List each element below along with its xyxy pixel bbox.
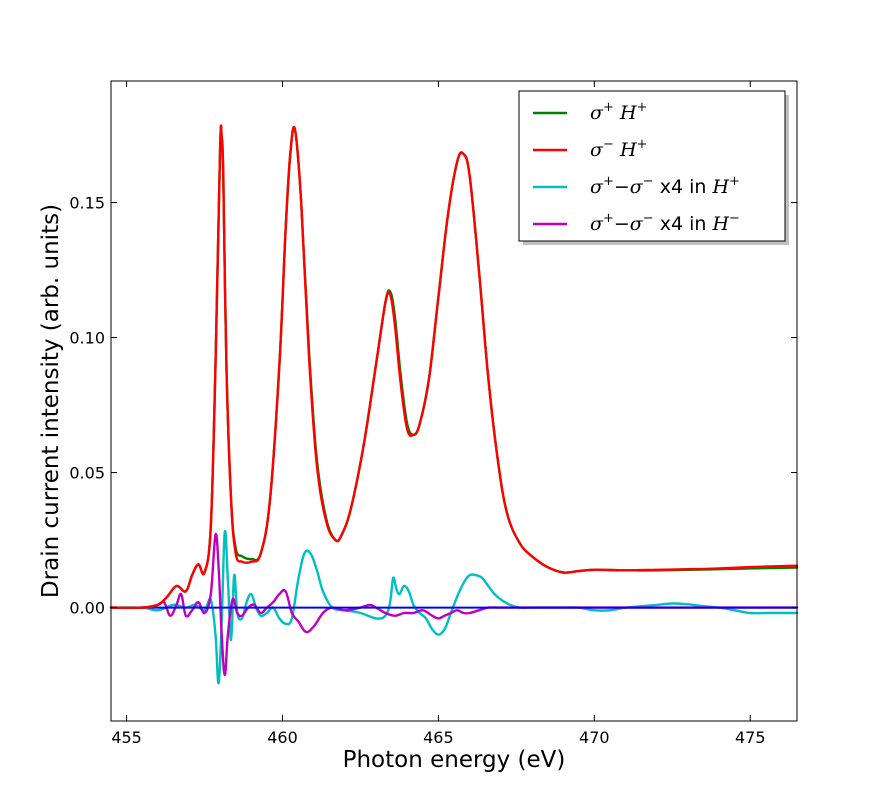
- x-axis-label: Photon energy (eV): [343, 747, 566, 773]
- series-line-sigma_minus_Hplus: [109, 124, 799, 610]
- x-tick-label: 465: [423, 728, 454, 747]
- legend-entries: σ+ H+ σ− H+ σ+−σ− x4 in H+ σ+−σ− x4 in H−: [533, 100, 740, 235]
- y-tick-label: 0.05: [69, 464, 105, 483]
- y-axis-label: Drain current intensity (arb. units): [38, 204, 64, 598]
- tick-layer: 455 460 465 470 475 0.00 0.05 0.10 0.15: [69, 81, 797, 747]
- series-layer: [109, 124, 799, 685]
- legend-box: [518, 90, 786, 242]
- legend-label: σ− H+: [590, 137, 647, 161]
- x-tick-label: 455: [111, 728, 142, 747]
- y-tick-label: 0.10: [69, 329, 105, 348]
- x-tick-label: 470: [579, 728, 610, 747]
- y-tick-label: 0.15: [69, 194, 105, 213]
- legend-label: σ+ H+: [590, 100, 647, 124]
- y-tick-label: 0.00: [69, 599, 105, 618]
- plot-frame: [110, 80, 798, 722]
- legend-label: σ+−σ− x4 in H−: [590, 211, 740, 235]
- x-tick-label: 475: [735, 728, 766, 747]
- series-line-diff_x4_Hminus: [109, 532, 799, 677]
- x-tick-label: 460: [267, 728, 298, 747]
- legend: σ+ H+ σ− H+ σ+−σ− x4 in H+ σ+−σ− x4 in H−: [518, 90, 789, 245]
- legend-label: σ+−σ− x4 in H+: [590, 174, 740, 198]
